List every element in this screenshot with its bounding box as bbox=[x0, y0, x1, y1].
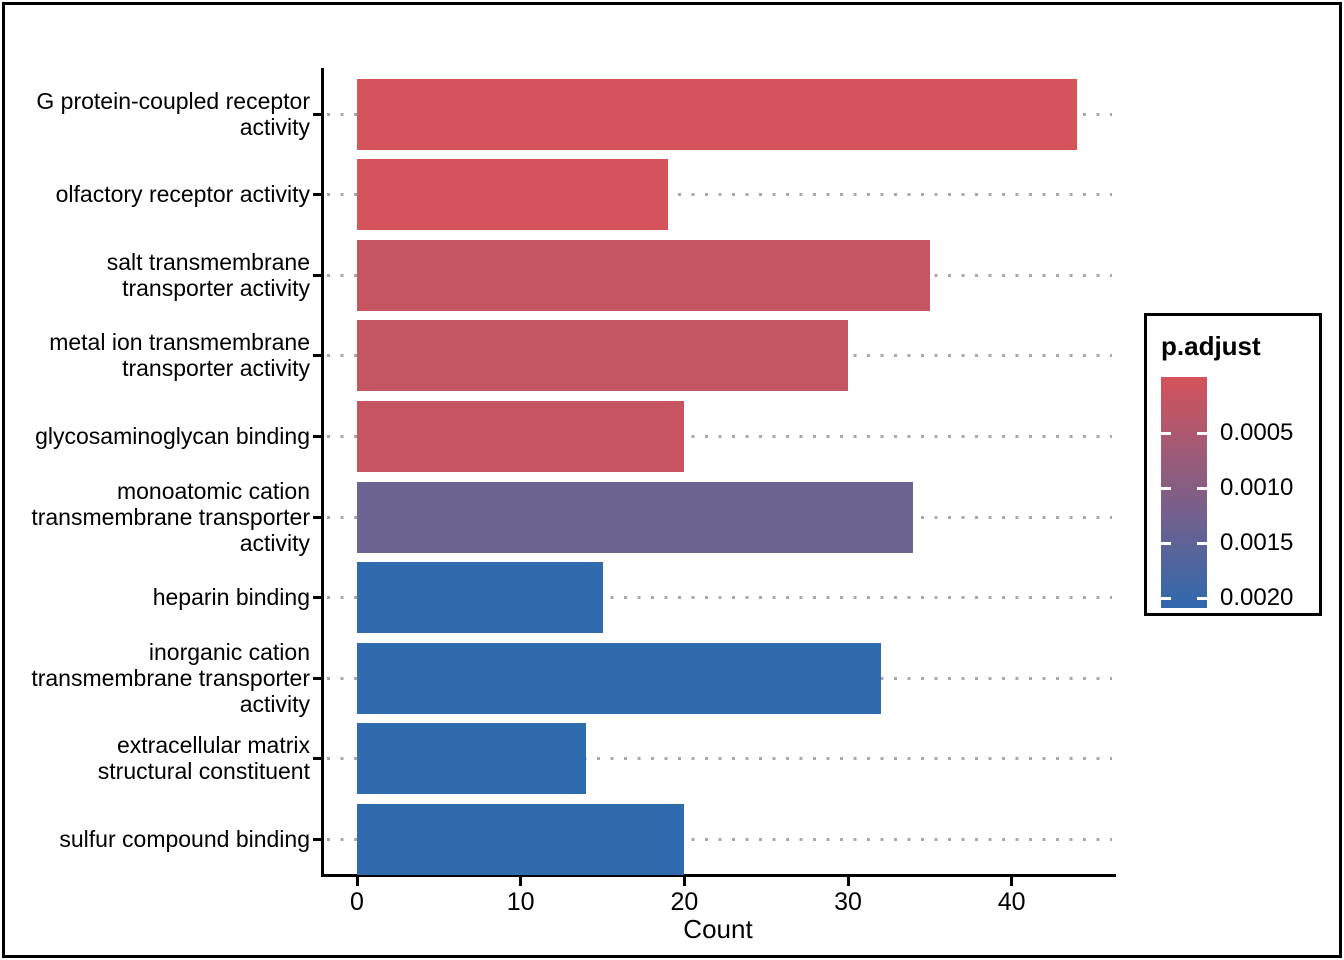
x-axis-tick-label: 10 bbox=[506, 888, 535, 916]
y-axis-tick bbox=[313, 757, 321, 761]
x-axis-line bbox=[321, 874, 1116, 877]
y-axis-label: metal ion transmembrane transporter activ… bbox=[49, 329, 310, 382]
x-axis-tick bbox=[519, 877, 523, 886]
legend-tick-right bbox=[1197, 541, 1207, 545]
legend-tick-left bbox=[1161, 486, 1171, 490]
x-axis-tick-label: 20 bbox=[670, 888, 699, 916]
bar bbox=[357, 481, 914, 553]
bar bbox=[357, 320, 849, 392]
y-axis-label: sulfur compound binding bbox=[59, 825, 310, 852]
x-axis-tick bbox=[682, 877, 686, 886]
bar bbox=[357, 723, 587, 795]
legend-tick-left bbox=[1161, 431, 1171, 435]
legend-tick-right bbox=[1197, 596, 1207, 600]
y-axis-tick bbox=[313, 434, 321, 438]
x-axis-tick bbox=[1010, 877, 1014, 886]
y-axis-label: heparin binding bbox=[152, 584, 310, 611]
legend-title: p.adjust bbox=[1161, 331, 1261, 361]
bar bbox=[357, 159, 668, 231]
legend-tick-right bbox=[1197, 486, 1207, 490]
category-gridline bbox=[327, 596, 1112, 600]
legend-gradient-bar bbox=[1161, 377, 1207, 608]
legend-tick-label: 0.0015 bbox=[1220, 529, 1294, 556]
legend-tick-label: 0.0010 bbox=[1220, 474, 1294, 501]
bar bbox=[357, 239, 930, 311]
bar bbox=[357, 642, 881, 714]
y-axis-label: inorganic cation transmembrane transporte… bbox=[31, 638, 310, 717]
bar bbox=[357, 803, 685, 875]
x-axis-tick bbox=[846, 877, 850, 886]
x-axis-tick-label: 0 bbox=[350, 888, 364, 916]
legend-tick-right bbox=[1197, 431, 1207, 435]
x-axis-tick bbox=[355, 877, 359, 886]
y-axis-tick bbox=[313, 837, 321, 841]
category-gridline bbox=[327, 837, 1112, 841]
legend-tick-left bbox=[1161, 596, 1171, 600]
y-axis-label: extracellular matrix structural constitue… bbox=[97, 732, 310, 785]
y-axis-tick bbox=[313, 112, 321, 116]
y-axis-tick bbox=[313, 515, 321, 519]
legend-tick-left bbox=[1161, 541, 1171, 545]
y-axis-tick bbox=[313, 676, 321, 680]
y-axis-label: olfactory receptor activity bbox=[55, 181, 310, 208]
y-axis-label: glycosaminoglycan binding bbox=[35, 422, 310, 449]
y-axis-tick bbox=[313, 354, 321, 358]
y-axis-tick bbox=[313, 273, 321, 277]
x-axis-title: Count bbox=[683, 914, 753, 944]
bar bbox=[357, 78, 1078, 150]
y-axis-tick bbox=[313, 596, 321, 600]
bar bbox=[357, 400, 685, 472]
y-axis-label: G protein-coupled receptor activity bbox=[36, 87, 310, 140]
x-axis-tick-label: 30 bbox=[834, 888, 862, 916]
legend-tick-label: 0.0020 bbox=[1220, 584, 1294, 611]
bar bbox=[357, 562, 603, 634]
y-axis-tick bbox=[313, 193, 321, 197]
x-axis-tick-label: 40 bbox=[997, 888, 1026, 916]
legend-tick-label: 0.0005 bbox=[1220, 419, 1294, 446]
category-gridline bbox=[327, 434, 1112, 438]
y-axis-line bbox=[321, 68, 324, 877]
category-gridline bbox=[327, 757, 1112, 761]
y-axis-label: monoatomic cation transmembrane transport… bbox=[31, 477, 310, 556]
category-gridline bbox=[327, 193, 1112, 197]
y-axis-label: salt transmembrane transporter activity bbox=[106, 248, 310, 301]
